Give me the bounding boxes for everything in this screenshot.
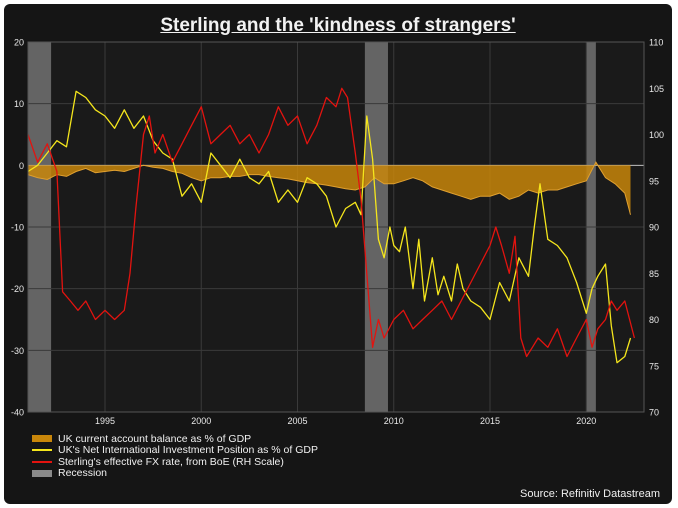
x-tick-label: 2015 bbox=[480, 416, 500, 426]
series-line-current-account bbox=[27, 161, 631, 215]
x-tick-label: 1995 bbox=[95, 416, 115, 426]
left-tick-label: -30 bbox=[11, 346, 24, 356]
x-tick-label: 2000 bbox=[191, 416, 211, 426]
legend-item-current-account: UK current account balance as % of GDP bbox=[32, 433, 318, 445]
legend: UK current account balance as % of GDP U… bbox=[32, 433, 318, 479]
legend-label-niip: UK's Net International Investment Positi… bbox=[58, 444, 318, 457]
legend-item-fx-rate: Sterling's effective FX rate, from BoE (… bbox=[32, 456, 318, 468]
x-tick-label: 2020 bbox=[576, 416, 596, 426]
legend-item-recession: Recession bbox=[32, 467, 318, 480]
legend-swatch-fx-rate bbox=[32, 460, 52, 463]
right-tick-label: 105 bbox=[649, 84, 664, 94]
legend-swatch-recession bbox=[32, 469, 52, 477]
left-tick-label: 20 bbox=[14, 38, 24, 48]
legend-item-niip: UK's Net International Investment Positi… bbox=[32, 444, 318, 457]
x-tick-label: 2010 bbox=[384, 416, 404, 426]
right-tick-label: 70 bbox=[649, 408, 659, 418]
series-line-fx-rate bbox=[27, 87, 636, 358]
left-tick-label: 0 bbox=[19, 161, 24, 171]
left-tick-label: -20 bbox=[11, 284, 24, 294]
left-tick-label: -40 bbox=[11, 408, 24, 418]
right-tick-label: 80 bbox=[649, 315, 659, 325]
legend-swatch-niip bbox=[32, 449, 52, 452]
right-tick-label: 90 bbox=[649, 223, 659, 233]
left-tick-label: -10 bbox=[11, 223, 24, 233]
chart-title: Sterling and the 'kindness of strangers' bbox=[160, 15, 516, 36]
right-tick-label: 95 bbox=[649, 176, 659, 186]
legend-label-fx-rate: Sterling's effective FX rate, from BoE (… bbox=[58, 455, 284, 468]
right-tick-label: 75 bbox=[649, 361, 659, 371]
legend-swatch-current-account bbox=[32, 435, 52, 443]
plot-border bbox=[27, 41, 645, 413]
right-tick-label: 110 bbox=[649, 38, 663, 48]
legend-label-current-account: UK current account balance as % of GDP bbox=[58, 432, 252, 445]
series-line-niip bbox=[27, 90, 632, 364]
chart-frame: Sterling and the 'kindness of strangers'… bbox=[4, 4, 672, 504]
x-tick-label: 2005 bbox=[287, 416, 307, 426]
source-note: Source: Refinitiv Datastream bbox=[520, 488, 660, 500]
series-area-current-account bbox=[28, 162, 631, 215]
legend-label-recession: Recession bbox=[58, 467, 108, 480]
right-tick-label: 85 bbox=[649, 269, 659, 279]
chart-svg: 20100-10-20-30-4011010510095908580757019… bbox=[11, 38, 664, 427]
left-tick-label: 10 bbox=[14, 99, 24, 109]
right-tick-label: 100 bbox=[649, 130, 664, 140]
